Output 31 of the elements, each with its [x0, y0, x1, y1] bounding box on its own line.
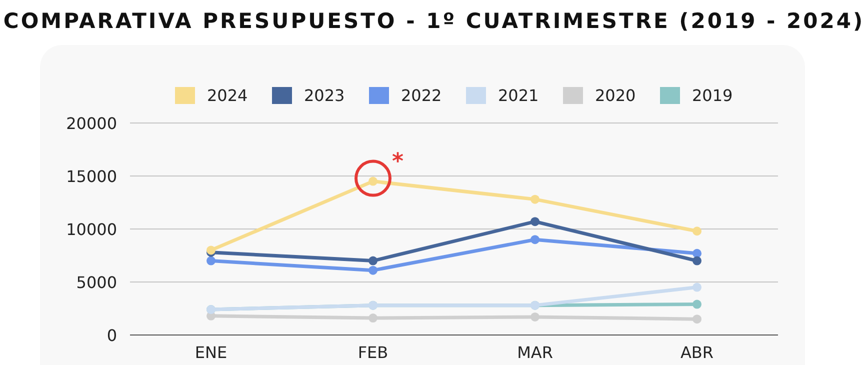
- x-tick-label: ABR: [680, 343, 714, 362]
- y-tick-label: 10000: [66, 220, 117, 239]
- legend-label: 2024: [207, 86, 248, 105]
- legend-label: 2019: [692, 86, 733, 105]
- point: [530, 235, 540, 244]
- point: [530, 194, 540, 204]
- point: [692, 256, 702, 266]
- point: [692, 282, 702, 292]
- point: [530, 217, 540, 226]
- y-tick-label: 15000: [66, 167, 117, 186]
- y-tick-label: 5000: [76, 273, 117, 292]
- legend-label: 2021: [498, 86, 539, 105]
- legend-label: 2022: [401, 86, 442, 105]
- point: [692, 300, 702, 309]
- x-tick-label: MAR: [517, 343, 553, 362]
- point: [368, 256, 378, 266]
- point: [368, 314, 378, 323]
- point: [206, 256, 216, 266]
- y-tick-label: 20000: [66, 114, 117, 133]
- point: [692, 248, 702, 258]
- y-tick-label: 0: [106, 326, 117, 345]
- legend-label: 2023: [304, 86, 345, 105]
- annotation: *: [392, 149, 404, 174]
- point: [692, 226, 702, 236]
- point: [692, 314, 702, 324]
- chart-title: COMPARATIVA PRESUPUESTO - 1º CUATRIMESTRE (2019 - 2024): [3, 9, 865, 33]
- legend-label: 2020: [595, 86, 636, 105]
- point: [530, 312, 540, 322]
- x-tick-label: FEB: [358, 343, 388, 362]
- x-tick-label: ENE: [194, 343, 228, 362]
- point: [368, 266, 378, 275]
